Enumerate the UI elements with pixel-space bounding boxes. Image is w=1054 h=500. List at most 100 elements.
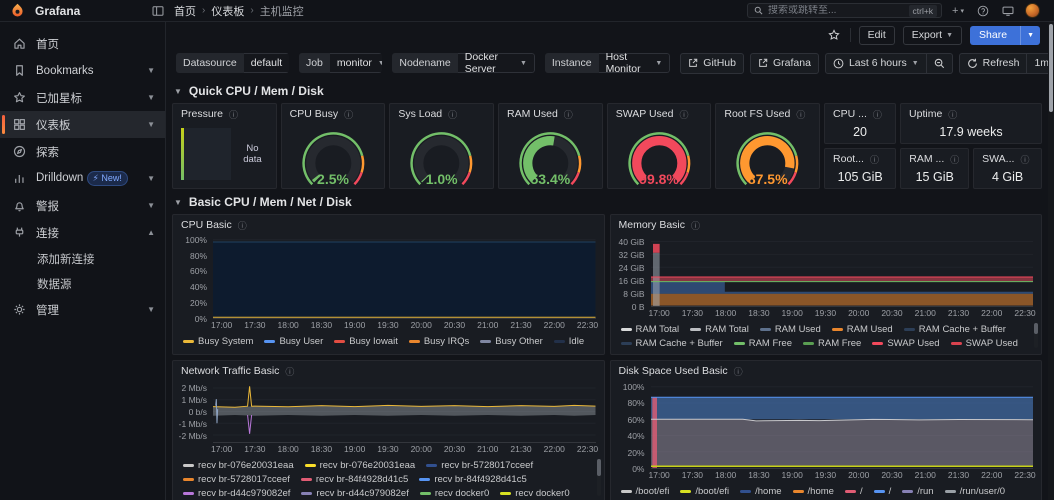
legend-item[interactable]: recv docker0	[500, 487, 569, 498]
share-caret-icon[interactable]: ▼	[1020, 26, 1040, 45]
legend-item[interactable]: /run/user/0	[945, 485, 1005, 498]
search-input[interactable]: ctrl+k	[747, 3, 942, 18]
panel-ram-total[interactable]: RAM ...ⓘ 15 GiB	[900, 148, 969, 189]
info-icon[interactable]: ⓘ	[1020, 153, 1029, 166]
legend-item[interactable]: recv docker0	[420, 487, 489, 498]
legend-item[interactable]: /home	[740, 485, 781, 498]
panel-cpu-busy[interactable]: CPU Busy ⓘ 2.5%	[281, 103, 386, 189]
legend-item[interactable]: recv br-076e20031eaa	[305, 459, 416, 472]
legend-item[interactable]: /run	[902, 485, 933, 498]
panel-swap-used[interactable]: SWAP Used ⓘ 99.8%	[607, 103, 712, 189]
panel-disk-space-used-basic[interactable]: Disk Space Used Basicⓘ 0%20%40%60%80%100…	[610, 360, 1043, 500]
legend-item[interactable]: recv br-84f4928d41c5	[419, 473, 526, 486]
export-button[interactable]: Export▼	[903, 26, 962, 45]
legend-item[interactable]: RAM Free	[734, 337, 792, 350]
legend-item[interactable]: Busy User	[264, 335, 323, 348]
legend-item[interactable]: RAM Total	[690, 323, 749, 336]
legend-item[interactable]: Busy System	[183, 335, 253, 348]
legend-item[interactable]: recv br-d44c979082ef	[183, 487, 290, 498]
sidebar-item-首页[interactable]: 首页	[0, 30, 165, 57]
user-avatar[interactable]	[1025, 3, 1040, 18]
legend-item[interactable]: Idle	[554, 335, 584, 348]
panel-sys-load[interactable]: Sys Load ⓘ 1.0%	[389, 103, 494, 189]
panel-swap-total[interactable]: SWA...ⓘ 4 GiB	[973, 148, 1042, 189]
info-icon[interactable]: ⓘ	[238, 219, 247, 232]
info-icon[interactable]: ⓘ	[948, 108, 957, 121]
github-link-button[interactable]: GitHub	[680, 53, 744, 74]
legend-item[interactable]: /boot/efi	[680, 485, 729, 498]
filter-value-dropdown[interactable]: default▼	[244, 53, 289, 73]
grafana-link-button[interactable]: Grafana	[750, 53, 819, 74]
info-icon[interactable]: ⓘ	[870, 153, 879, 166]
legend-item[interactable]: SWAP Used	[872, 337, 939, 350]
info-icon[interactable]: ⓘ	[344, 108, 353, 121]
sidebar-item-仪表板[interactable]: 仪表板 ▼	[0, 111, 165, 138]
panel-memory-basic[interactable]: Memory Basicⓘ 0 B8 GiB16 GiB24 GiB32 GiB…	[610, 214, 1043, 355]
legend-item[interactable]: /	[874, 485, 892, 498]
info-icon[interactable]: ⓘ	[691, 219, 700, 232]
panel-cpu-basic[interactable]: CPU Basicⓘ 0%20%40%60%80%100% 17:0017:30…	[172, 214, 605, 355]
sidebar-subitem-数据源[interactable]: 数据源	[0, 271, 165, 296]
info-icon[interactable]: ⓘ	[564, 108, 573, 121]
legend-item[interactable]: recv br-d44c979082ef	[301, 487, 408, 498]
favorite-star-icon[interactable]	[826, 27, 842, 43]
info-icon[interactable]: ⓘ	[950, 153, 959, 166]
sidebar-item-警报[interactable]: 警报 ▼	[0, 192, 165, 219]
zoom-out-time-icon[interactable]	[927, 53, 953, 74]
breadcrumb-item[interactable]: 仪表板	[211, 3, 244, 19]
sidebar-item-已加星标[interactable]: 已加星标 ▼	[0, 84, 165, 111]
legend-item[interactable]: recv br-076e20031eaa	[183, 459, 294, 472]
legend-item[interactable]: /boot/efi	[621, 485, 670, 498]
share-button[interactable]: Share ▼	[970, 26, 1040, 45]
refresh-button[interactable]: Refresh	[959, 53, 1028, 74]
breadcrumb-item[interactable]: 主机监控	[260, 3, 304, 19]
legend-item[interactable]: RAM Cache + Buffer	[621, 337, 723, 350]
panel-uptime[interactable]: Uptimeⓘ 17.9 weeks	[900, 103, 1042, 144]
edit-button[interactable]: Edit	[859, 26, 895, 45]
help-icon[interactable]	[975, 3, 991, 19]
legend-item[interactable]: RAM Used	[832, 323, 893, 336]
info-icon[interactable]: ⓘ	[448, 108, 457, 121]
legend-item[interactable]: /	[845, 485, 863, 498]
legend-item[interactable]: Busy Iowait	[334, 335, 398, 348]
legend-item[interactable]: RAM Free	[803, 337, 861, 350]
legend-item[interactable]: RAM Used	[760, 323, 821, 336]
sidebar-item-bookmarks[interactable]: Bookmarks ▼	[0, 57, 165, 84]
sidebar-item-连接[interactable]: 连接 ▲	[0, 219, 165, 246]
info-icon[interactable]: ⓘ	[285, 365, 294, 378]
panel-cpu-cores[interactable]: CPU ...ⓘ 20	[824, 103, 896, 144]
sidebar-toggle-icon[interactable]	[150, 3, 166, 19]
filter-value-dropdown[interactable]: monitor▼	[330, 53, 382, 73]
legend-scrollbar[interactable]	[597, 459, 601, 496]
breadcrumb-item[interactable]: 首页	[174, 3, 196, 19]
info-icon[interactable]: ⓘ	[873, 108, 882, 121]
panel-pressure[interactable]: Pressure ⓘ No data	[172, 103, 277, 189]
legend-item[interactable]: recv br-84f4928d41c5	[301, 473, 408, 486]
info-icon[interactable]: ⓘ	[734, 365, 743, 378]
legend-item[interactable]: Busy IRQs	[409, 335, 469, 348]
legend-item[interactable]: SWAP Used	[951, 337, 1018, 350]
sidebar-subitem-添加新连接[interactable]: 添加新连接	[0, 246, 165, 271]
time-range-picker[interactable]: Last 6 hours▼	[825, 53, 927, 74]
legend-item[interactable]: RAM Cache + Buffer	[904, 323, 1006, 336]
legend-item[interactable]: Busy Other	[480, 335, 543, 348]
legend-item[interactable]: /home	[793, 485, 834, 498]
chart-plot-memory[interactable]	[651, 235, 1034, 307]
sidebar-item-drilldown[interactable]: Drilldown ⚡ New! ▼	[0, 165, 165, 192]
section-quick-cpu-mem-disk[interactable]: ▼ Quick CPU / Mem / Disk	[174, 82, 1042, 100]
filter-value-dropdown[interactable]: Docker Server▼	[458, 53, 535, 73]
chart-plot-cpu[interactable]	[213, 235, 596, 319]
info-icon[interactable]: ⓘ	[229, 108, 238, 121]
legend-item[interactable]: recv br-5728017cceef	[426, 459, 533, 472]
kiosk-monitor-icon[interactable]	[1000, 3, 1016, 19]
panel-root-fs-total[interactable]: Root...ⓘ 105 GiB	[824, 148, 896, 189]
panel-root-fs-used[interactable]: Root FS Used ⓘ 87.5%	[715, 103, 820, 189]
filter-value-dropdown[interactable]: Host Monitor▼	[599, 53, 671, 73]
legend-scrollbar[interactable]	[1034, 323, 1038, 348]
panel-ram-used[interactable]: RAM Used ⓘ 53.4%	[498, 103, 603, 189]
legend-item[interactable]: recv br-5728017cceef	[183, 473, 290, 486]
chart-plot-disk[interactable]	[651, 381, 1034, 469]
page-scrollbar[interactable]	[1048, 22, 1054, 500]
section-basic-cpu-mem-net-disk[interactable]: ▼ Basic CPU / Mem / Net / Disk	[174, 193, 1042, 211]
panel-network-traffic-basic[interactable]: Network Traffic Basicⓘ -2 Mb/s-1 Mb/s0 b…	[172, 360, 605, 500]
